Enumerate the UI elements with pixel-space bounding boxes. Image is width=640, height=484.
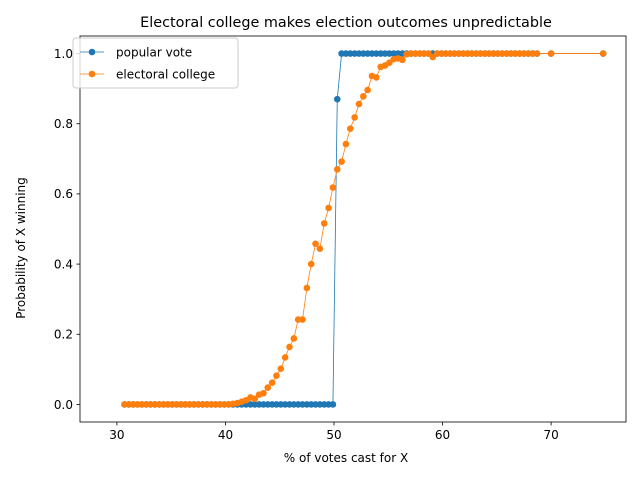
x-tick-label: 50 (326, 428, 341, 442)
data-point-electoral-college (264, 384, 272, 391)
x-tick-label: 30 (109, 428, 124, 442)
data-point-electoral-college (351, 114, 358, 121)
x-tick-label: 60 (435, 428, 450, 442)
y-tick-label: 0.6 (54, 187, 73, 201)
data-point-electoral-college (360, 93, 367, 100)
legend-label-electoral-college: electoral college (116, 68, 215, 82)
data-point-electoral-college (290, 335, 298, 342)
data-point-electoral-college (346, 125, 354, 132)
x-tick-label: 70 (543, 428, 558, 442)
legend-marker-electoral-college (88, 70, 96, 78)
x-tick-label: 40 (218, 428, 233, 442)
legend-label-popular-vote: popular vote (116, 46, 192, 60)
data-point-electoral-college (342, 140, 350, 148)
data-point-electoral-college (329, 184, 337, 191)
data-point-electoral-college (373, 74, 380, 81)
data-point-popular-vote (333, 95, 341, 103)
data-point-electoral-college (355, 100, 363, 108)
data-point-electoral-college (260, 389, 267, 397)
y-axis-ticks: 0.0 0.2 0.4 0.6 0.8 1.0 (54, 47, 80, 412)
y-tick-label: 0.0 (54, 398, 73, 412)
data-point-electoral-college (281, 354, 289, 361)
data-point-electoral-college (325, 204, 332, 212)
legend-box (72, 37, 239, 89)
y-tick-label: 0.8 (54, 117, 73, 131)
data-point-electoral-college (277, 365, 285, 372)
series-electoral-college (121, 50, 607, 408)
y-tick-label: 1.0 (54, 47, 73, 61)
y-tick-label: 0.4 (54, 257, 73, 271)
y-axis-label: Probability of X winning (14, 177, 28, 319)
data-point-electoral-college (399, 56, 406, 64)
legend-marker-popular-vote (88, 48, 96, 56)
data-point-electoral-college (303, 284, 311, 292)
data-point-electoral-college (286, 343, 293, 351)
series-layer (121, 50, 607, 408)
data-point-electoral-college (338, 158, 345, 165)
data-point-electoral-college (312, 240, 319, 248)
data-point-electoral-college (251, 395, 259, 403)
data-point-electoral-college (333, 166, 341, 173)
data-point-electoral-college (273, 372, 280, 379)
data-point-electoral-college (307, 260, 315, 268)
x-axis-ticks: 30 40 50 60 70 (109, 422, 559, 442)
y-tick-label: 0.2 (54, 328, 73, 342)
data-point-popular-vote (329, 401, 337, 408)
legend: popular vote electoral college (72, 37, 239, 89)
data-point-electoral-college (299, 316, 306, 323)
data-point-electoral-college (533, 50, 541, 57)
data-point-electoral-college (268, 379, 276, 387)
x-axis-label: % of votes cast for X (284, 451, 408, 465)
data-point-electoral-college (599, 50, 607, 57)
data-point-electoral-college (316, 245, 324, 252)
chart-title: Electoral college makes election outcome… (140, 15, 552, 31)
data-point-electoral-college (320, 220, 328, 227)
data-point-electoral-college (547, 50, 555, 57)
plot-frame (79, 35, 627, 423)
data-point-electoral-college (364, 86, 371, 94)
